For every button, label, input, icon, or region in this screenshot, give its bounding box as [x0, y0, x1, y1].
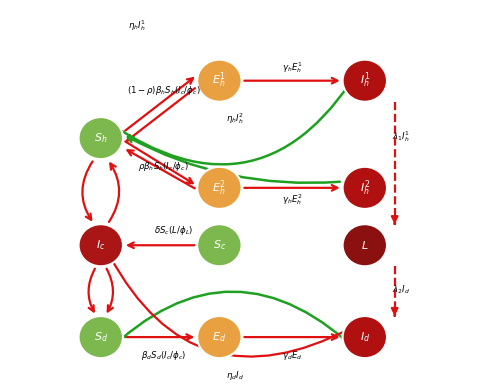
Ellipse shape	[342, 167, 387, 209]
Text: $\rho\beta_h S_h(I_c/\phi_c)$: $\rho\beta_h S_h(I_c/\phi_c)$	[138, 160, 190, 173]
Ellipse shape	[197, 167, 242, 209]
Text: $I_d$: $I_d$	[360, 330, 370, 344]
Ellipse shape	[197, 316, 242, 358]
Ellipse shape	[342, 316, 387, 358]
Text: $\eta_h I_h^1$: $\eta_h I_h^1$	[128, 18, 146, 33]
Text: $\eta_d I_d$: $\eta_d I_d$	[226, 369, 244, 382]
Text: $L$: $L$	[361, 239, 368, 251]
Text: $E_h^1$: $E_h^1$	[212, 71, 226, 90]
Text: $\beta_d S_d(I_c/\phi_c)$: $\beta_d S_d(I_c/\phi_c)$	[141, 349, 186, 362]
Ellipse shape	[78, 117, 123, 159]
Ellipse shape	[78, 224, 123, 266]
Text: $E_h^2$: $E_h^2$	[212, 178, 226, 197]
Text: $S_c$: $S_c$	[213, 239, 226, 252]
Text: $I_h^2$: $I_h^2$	[360, 178, 370, 197]
Ellipse shape	[342, 60, 387, 102]
Ellipse shape	[197, 60, 242, 102]
Text: $\eta_h I_h^2$: $\eta_h I_h^2$	[226, 111, 244, 126]
Text: $(1-\rho)\beta_h S_h(I_c/\phi_c)$: $(1-\rho)\beta_h S_h(I_c/\phi_c)$	[127, 84, 200, 97]
Text: $\gamma_h E_h^2$: $\gamma_h E_h^2$	[282, 192, 302, 207]
Text: $I_c$: $I_c$	[96, 239, 106, 252]
Text: $\delta S_c(L/\phi_L)$: $\delta S_c(L/\phi_L)$	[154, 224, 193, 237]
Ellipse shape	[342, 224, 387, 266]
Text: $\lambda_1 I_h^1$: $\lambda_1 I_h^1$	[392, 129, 410, 143]
Ellipse shape	[197, 224, 242, 266]
Text: $S_d$: $S_d$	[94, 330, 108, 344]
Text: $S_h$: $S_h$	[94, 131, 108, 145]
Ellipse shape	[78, 316, 123, 358]
Text: $\lambda_2 I_d$: $\lambda_2 I_d$	[392, 283, 410, 296]
Text: $\gamma_d E_d$: $\gamma_d E_d$	[282, 349, 302, 362]
Text: $E_d$: $E_d$	[212, 330, 226, 344]
Text: $I_h^1$: $I_h^1$	[360, 71, 370, 90]
Text: $\gamma_h E_h^1$: $\gamma_h E_h^1$	[282, 60, 302, 75]
